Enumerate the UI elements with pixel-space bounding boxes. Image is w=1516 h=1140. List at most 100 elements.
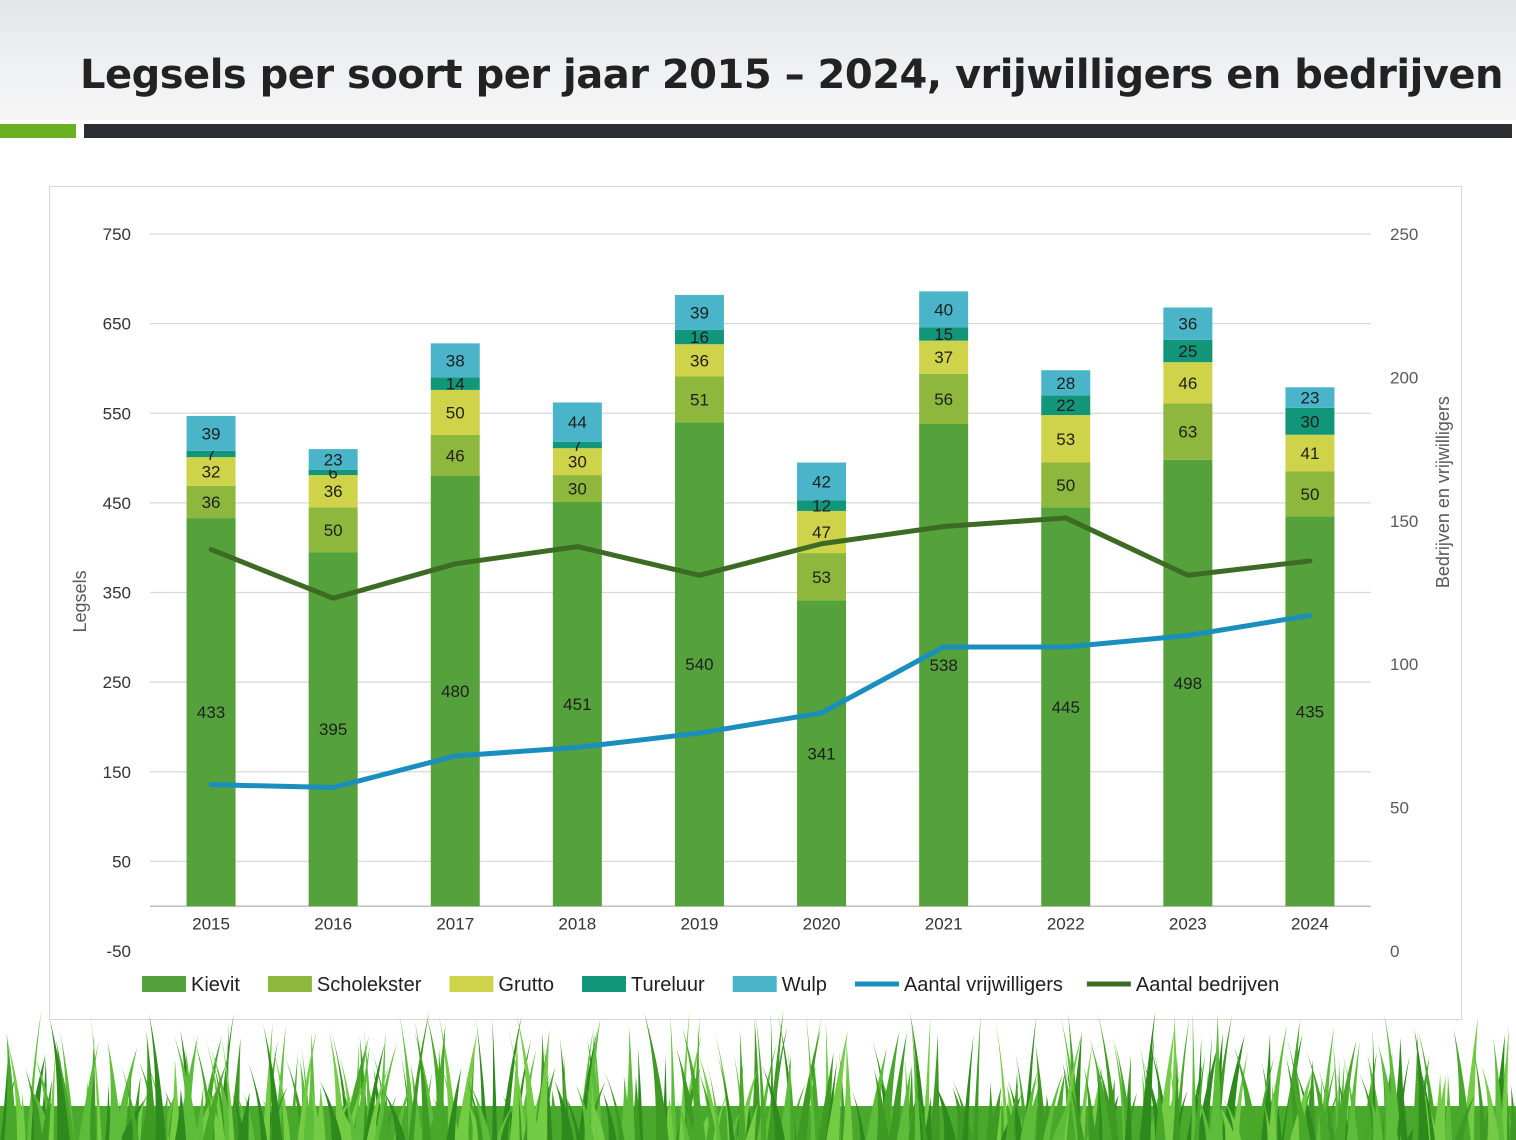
grass-blade xyxy=(446,1067,462,1140)
data-label: 36 xyxy=(1178,315,1197,334)
grass-blade xyxy=(408,1011,430,1140)
bar-tureluur xyxy=(1285,407,1335,435)
x-tick-label: 2024 xyxy=(1291,914,1329,933)
grass-blade xyxy=(1316,1064,1335,1140)
grass-blade xyxy=(1220,1094,1242,1140)
bar-kievit xyxy=(552,501,602,907)
grass-blade xyxy=(850,1087,865,1140)
grass-blade xyxy=(431,1023,446,1140)
grass-blade xyxy=(797,1029,821,1140)
grass-blade xyxy=(973,1015,981,1140)
grass-blade xyxy=(929,1033,940,1140)
bar-tureluur xyxy=(674,329,724,345)
grass-blade xyxy=(1088,1036,1112,1140)
y2-tick-label: 100 xyxy=(1390,655,1418,674)
grass-blade xyxy=(698,1070,717,1140)
data-label: 50 xyxy=(324,521,343,540)
grass-blade xyxy=(1143,1036,1155,1140)
grass-blade xyxy=(4,1032,17,1140)
grass-blade xyxy=(923,1017,931,1140)
grass-blade xyxy=(516,1014,539,1140)
data-label: 36 xyxy=(202,493,221,512)
grass-blade xyxy=(1481,1104,1490,1140)
grass-blade xyxy=(755,1014,767,1140)
grass-blade xyxy=(563,1090,578,1140)
grass-blade xyxy=(48,1052,56,1140)
data-label: 40 xyxy=(934,300,953,319)
grass-blade xyxy=(565,1096,581,1140)
grass-blade xyxy=(366,1067,389,1140)
grass-blade xyxy=(1035,1045,1047,1140)
grass-blade xyxy=(1396,1055,1410,1140)
bar-kievit xyxy=(919,424,969,907)
grass-blade xyxy=(624,1026,635,1140)
grass-blade xyxy=(195,1085,204,1140)
y2-axis-title: Bedrijven en vrijwilligers xyxy=(1433,396,1453,588)
bar-kievit xyxy=(797,600,847,907)
grass-blade xyxy=(1097,1012,1119,1140)
grass-blade xyxy=(505,1016,527,1140)
bar-scholekster xyxy=(919,373,969,425)
grass-blade xyxy=(1481,1065,1500,1140)
grass-blade xyxy=(1209,1013,1222,1140)
data-label: 540 xyxy=(685,655,713,674)
grass-blade xyxy=(78,1058,94,1140)
data-label: 14 xyxy=(446,375,465,394)
legend-label: Tureluur xyxy=(631,974,705,996)
grass-blade xyxy=(1196,1045,1218,1140)
data-label: 53 xyxy=(1056,430,1075,449)
grass-blade xyxy=(1414,1028,1430,1140)
grass-blade xyxy=(466,1078,491,1140)
grass-blade xyxy=(962,1034,974,1140)
grass-blade xyxy=(986,1081,995,1140)
data-label: 395 xyxy=(319,720,347,739)
data-label: 36 xyxy=(324,482,343,501)
bar-scholekster xyxy=(552,475,602,502)
data-label: 47 xyxy=(812,523,831,542)
grass-blade xyxy=(923,1096,932,1140)
grass-blade xyxy=(1097,1063,1117,1140)
x-tick-label: 2015 xyxy=(192,914,230,933)
data-label: 36 xyxy=(690,351,709,370)
bar-tureluur xyxy=(1163,339,1213,363)
legend-label: Aantal vrijwilligers xyxy=(904,974,1063,996)
legend-swatch-wulp xyxy=(732,976,777,992)
grass-blade xyxy=(319,1080,342,1140)
data-label: 37 xyxy=(934,348,953,367)
grass-blade xyxy=(374,1043,397,1140)
bar-scholekster xyxy=(674,376,724,423)
grass-blade xyxy=(1444,1074,1453,1140)
grass-blade xyxy=(670,1014,677,1140)
grass-blade xyxy=(1124,1076,1132,1140)
x-tick-label: 2017 xyxy=(436,914,474,933)
grass-decoration xyxy=(0,1010,1516,1140)
grass-blade xyxy=(158,1093,168,1140)
grass-blade xyxy=(24,1066,44,1140)
grass-blade xyxy=(495,1100,517,1140)
grass-blade xyxy=(1472,1045,1487,1140)
data-label: 7 xyxy=(573,436,582,455)
data-label: 12 xyxy=(812,497,831,516)
grass-blade xyxy=(1336,1057,1342,1140)
grass-blade xyxy=(500,1016,522,1140)
data-label: 56 xyxy=(934,390,953,409)
grass-blade xyxy=(271,1043,291,1140)
grass-blade xyxy=(202,1063,227,1140)
grass-blade xyxy=(1139,1011,1156,1140)
grass-blade xyxy=(105,1083,111,1140)
bar-grutto xyxy=(1285,434,1335,472)
grass-blade xyxy=(910,1072,928,1140)
data-label: 341 xyxy=(807,744,835,763)
data-label: 433 xyxy=(197,703,225,722)
data-label: 50 xyxy=(446,403,465,422)
line-bedrijven xyxy=(208,515,1313,601)
y-tick-label: 750 xyxy=(103,225,131,244)
grass-blade xyxy=(1155,1080,1166,1140)
grass-blade xyxy=(1083,1065,1096,1140)
grass-blade xyxy=(329,1026,352,1140)
grass-blade xyxy=(363,1043,385,1140)
grass-blade xyxy=(338,1104,355,1140)
y2-tick-label: 150 xyxy=(1390,512,1418,531)
stacked-bar-chart: 75065055045035025015050-5025020015010050… xyxy=(70,225,1453,996)
grass-blade xyxy=(602,1068,625,1140)
